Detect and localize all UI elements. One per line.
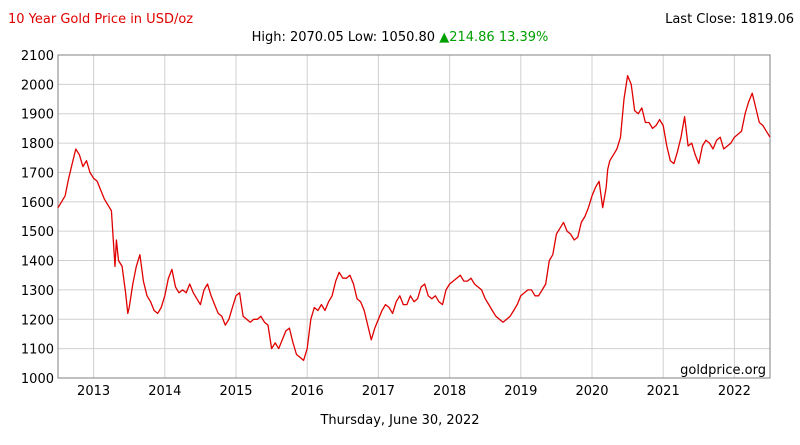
y-tick-label: 1400 xyxy=(21,255,54,270)
x-tick-label: 2014 xyxy=(148,384,181,399)
y-tick-label: 1700 xyxy=(21,166,54,181)
price-stats: High: 2070.05 Low: 1050.80 ▲214.86 13.39… xyxy=(0,30,800,45)
y-tick-label: 1100 xyxy=(21,343,54,358)
x-tick-label: 2015 xyxy=(219,384,252,399)
x-tick-label: 2020 xyxy=(575,384,608,399)
y-tick-label: 2100 xyxy=(21,49,54,64)
x-tick-label: 2013 xyxy=(77,384,110,399)
change-percent: 13.39% xyxy=(498,30,549,45)
watermark: goldprice.org xyxy=(680,363,766,378)
x-tick-label: 2017 xyxy=(362,384,395,399)
y-tick-label: 1500 xyxy=(21,225,54,240)
x-tick-label: 2016 xyxy=(291,384,324,399)
high-value: High: 2070.05 xyxy=(251,30,344,45)
x-tick-label: 2018 xyxy=(433,384,466,399)
y-tick-label: 1200 xyxy=(21,313,54,328)
change-value: 214.86 xyxy=(449,30,495,45)
y-tick-label: 1300 xyxy=(21,284,54,299)
chart-title: 10 Year Gold Price in USD/oz xyxy=(8,12,194,27)
y-tick-label: 1900 xyxy=(21,108,54,123)
y-tick-label: 1000 xyxy=(21,372,54,387)
x-tick-label: 2022 xyxy=(718,384,751,399)
x-tick-label: 2019 xyxy=(504,384,537,399)
y-tick-label: 2000 xyxy=(21,78,54,93)
y-tick-label: 1800 xyxy=(21,137,54,152)
low-value: Low: 1050.80 xyxy=(347,30,436,45)
plot-frame xyxy=(57,54,771,379)
chart-date: Thursday, June 30, 2022 xyxy=(320,413,480,428)
y-tick-label: 1600 xyxy=(21,196,54,211)
last-close: Last Close: 1819.06 xyxy=(665,12,794,27)
change-up-icon: ▲ xyxy=(439,30,450,45)
gold-price-series-line xyxy=(57,74,771,362)
x-tick-label: 2021 xyxy=(647,384,680,399)
